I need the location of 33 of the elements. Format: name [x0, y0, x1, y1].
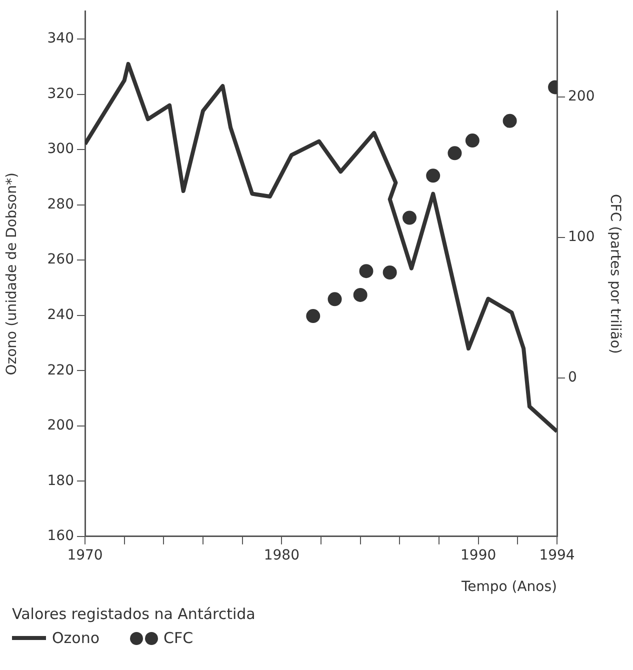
y-tick-label: 220	[47, 362, 74, 378]
y2-tick-label: 200	[568, 88, 595, 105]
point	[359, 264, 374, 278]
point	[353, 288, 368, 302]
x-axis-title: Tempo (Anos)	[460, 579, 557, 596]
y-axis-title: Ozono (unidade de Dobson*)	[4, 172, 20, 376]
y-tick-label: 320	[47, 86, 74, 102]
y-tick-label: 300	[47, 141, 74, 158]
point	[502, 114, 517, 128]
y2-tick-label: 100	[568, 229, 595, 246]
x-tick-label: 1994	[539, 547, 575, 564]
legend-label: CFC	[164, 629, 194, 647]
y2-tick-label: 0	[568, 369, 577, 386]
point	[448, 146, 462, 160]
x-tick-label: 1990	[460, 547, 496, 564]
x-tick-label: 1970	[67, 547, 103, 564]
y-tick-label: 240	[47, 306, 74, 323]
y2-axis-title: CFC (partes por trilião)	[606, 194, 623, 354]
y-tick-label: 200	[47, 418, 74, 434]
point	[426, 168, 440, 183]
y-tick-label: 280	[47, 196, 74, 212]
legend-title: Valores registados na Antárctida	[12, 605, 256, 623]
legend-label: Ozono	[52, 629, 100, 647]
point	[402, 210, 416, 225]
y-tick-label: 160	[47, 528, 74, 544]
y-tick-label: 340	[47, 30, 74, 47]
x-tick-label: 1980	[264, 547, 300, 564]
y-tick-label: 180	[47, 472, 74, 489]
point	[306, 309, 320, 324]
point	[465, 134, 480, 148]
point	[328, 292, 342, 306]
y-tick-label: 260	[47, 252, 74, 268]
point	[382, 265, 397, 280]
